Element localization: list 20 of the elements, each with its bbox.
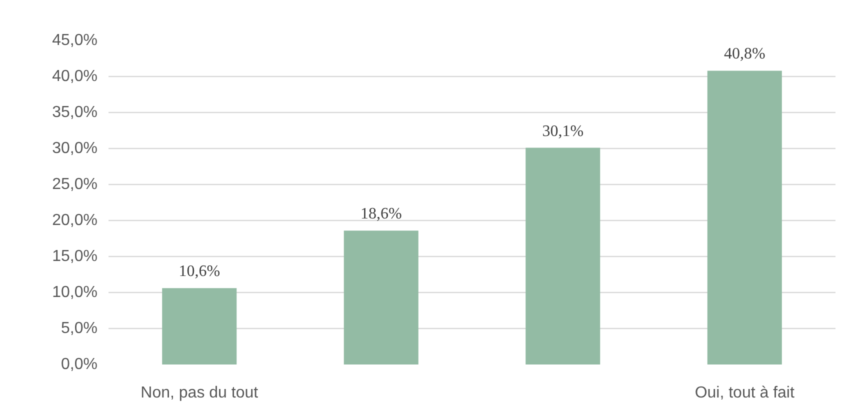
y-tick-label: 10,0%: [52, 284, 98, 301]
y-tick-label: 0,0%: [61, 356, 98, 373]
y-tick-label: 20,0%: [52, 212, 98, 229]
bar: [162, 288, 237, 364]
bar: [344, 230, 418, 364]
data-label: 30,1%: [542, 122, 584, 140]
y-tick-label: 15,0%: [52, 248, 98, 265]
y-tick-label: 25,0%: [52, 176, 98, 193]
x-tick-label: Oui, tout à fait: [694, 384, 795, 402]
y-tick-label: 40,0%: [52, 68, 98, 85]
data-label: 40,8%: [724, 46, 766, 63]
y-tick-label: 45,0%: [52, 32, 98, 49]
y-tick-label: 5,0%: [61, 320, 98, 337]
data-label: 10,6%: [178, 263, 220, 280]
bar: [707, 70, 782, 364]
x-tick-label: Non, pas du tout: [140, 384, 259, 402]
y-tick-label: 30,0%: [52, 140, 98, 157]
data-label: 18,6%: [360, 206, 402, 223]
y-tick-label: 35,0%: [52, 104, 98, 121]
bar: [526, 148, 600, 364]
